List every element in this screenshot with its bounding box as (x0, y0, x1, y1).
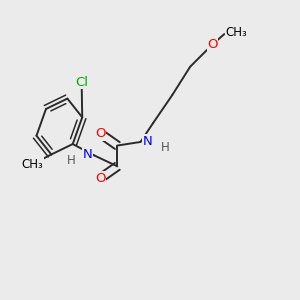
Text: H: H (67, 154, 76, 167)
Text: O: O (95, 172, 106, 185)
Text: N: N (143, 135, 153, 148)
Text: O: O (207, 38, 218, 51)
Text: N: N (83, 148, 93, 161)
Text: O: O (95, 127, 106, 140)
Text: CH₃: CH₃ (226, 26, 248, 39)
Text: H: H (161, 141, 170, 154)
Text: Cl: Cl (75, 76, 88, 89)
Text: CH₃: CH₃ (22, 158, 44, 171)
